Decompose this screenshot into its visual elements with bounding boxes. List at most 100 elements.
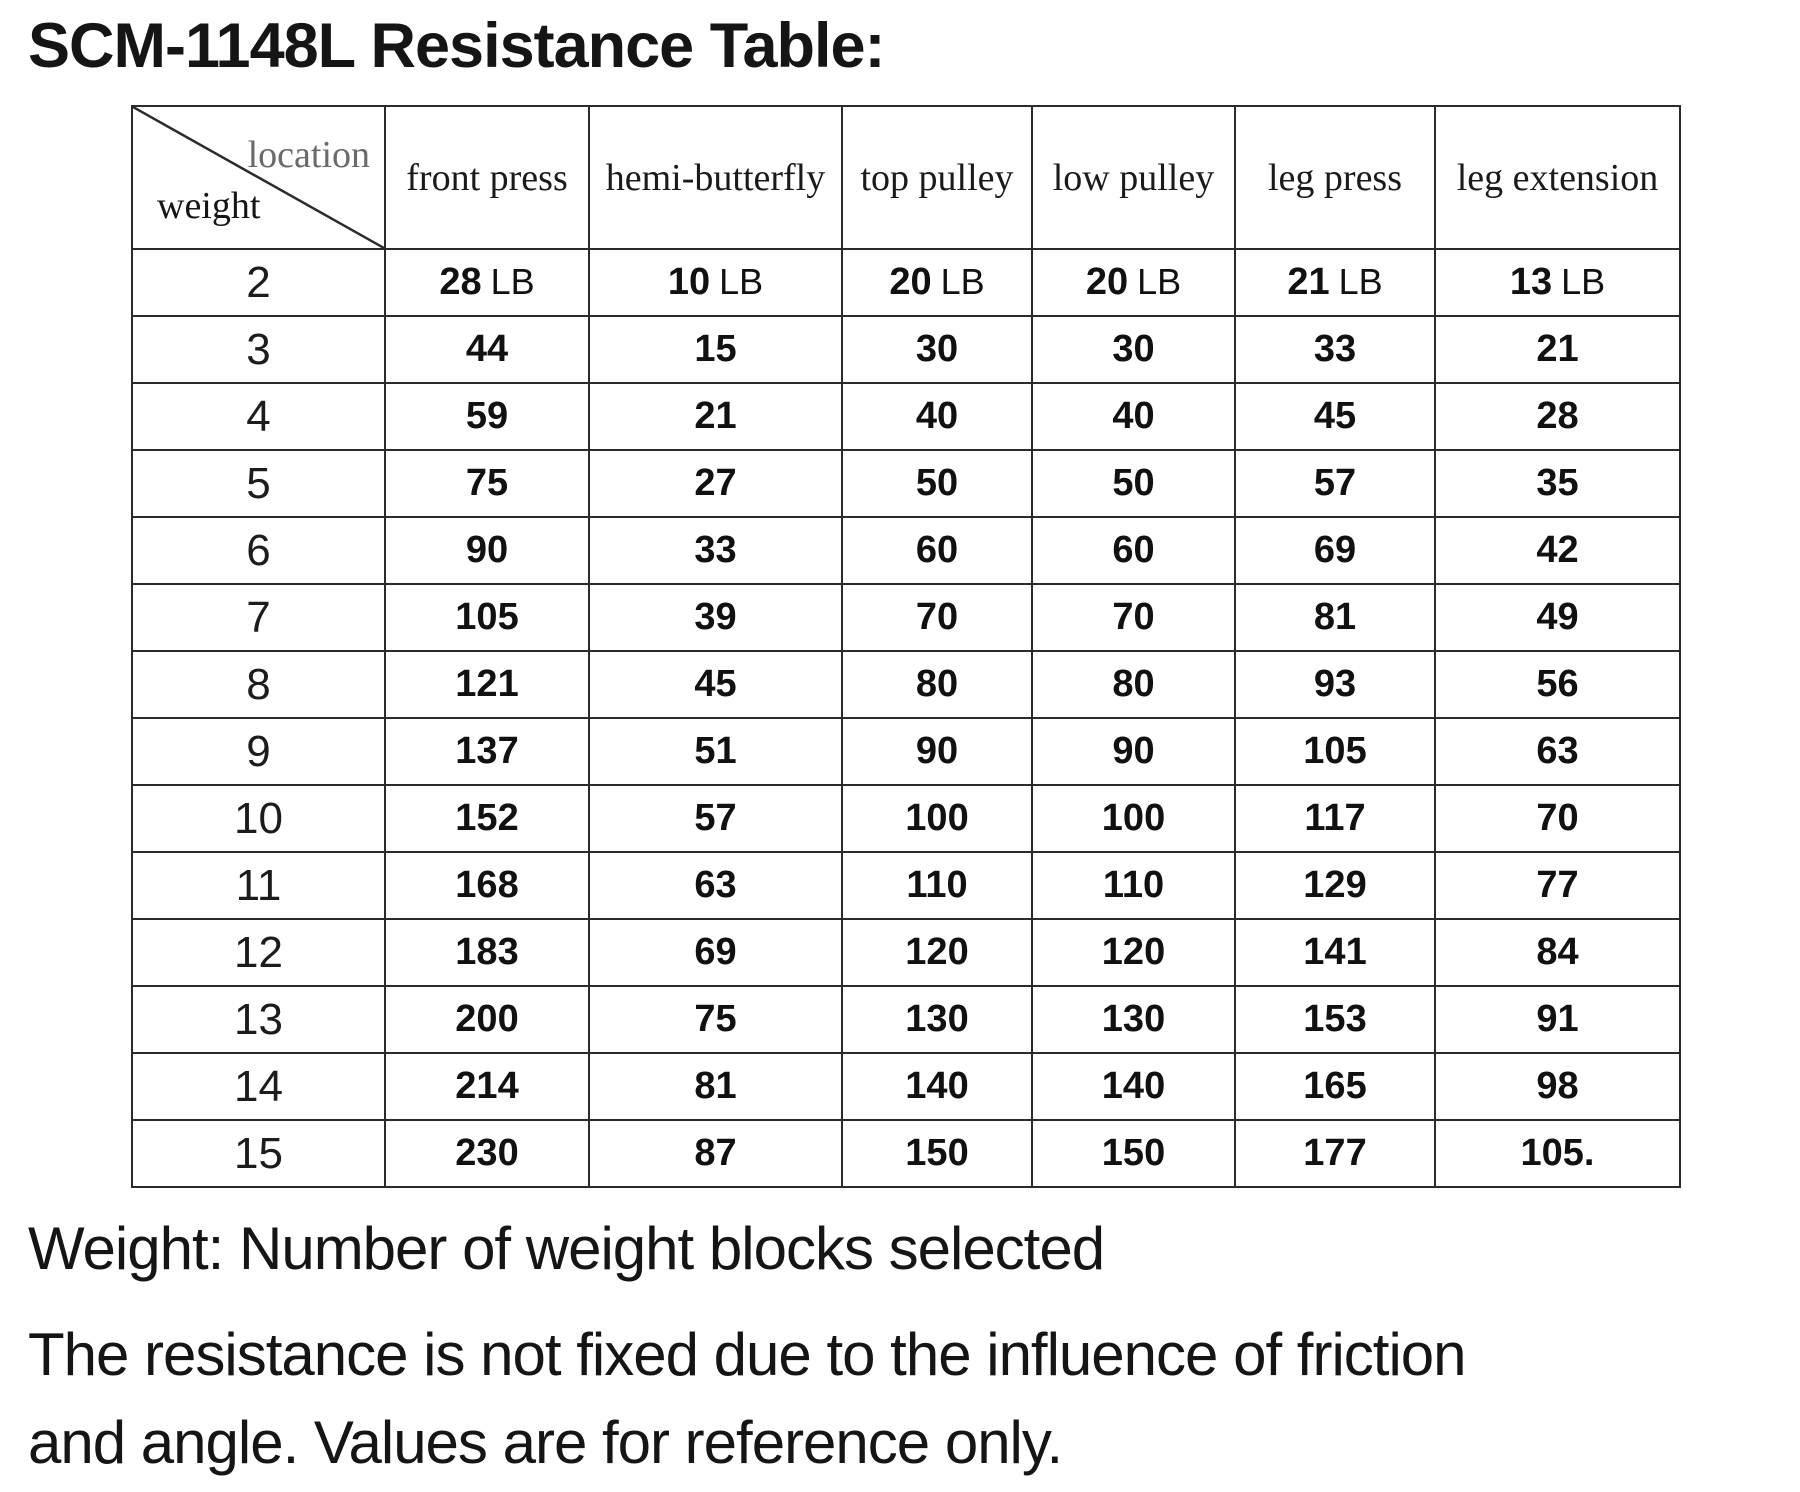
value-cell: 141 [1234, 918, 1436, 987]
table-row: 10 152 57 100 100 117 70 [131, 784, 1681, 853]
value-cell: 51 [588, 717, 843, 786]
value-cell: 140 [841, 1052, 1033, 1121]
table-body: 2 28 LB 10 LB 20 LB 20 LB 21 LB 13 LB 3 44 15 … [131, 248, 1681, 1188]
value-cell: 60 [1031, 516, 1236, 585]
value-cell: 27 [588, 449, 843, 518]
value-cell: 45 [588, 650, 843, 719]
weight-cell: 6 [131, 516, 386, 585]
note-resistance-line-2: and angle. Values are for reference only… [28, 1409, 1063, 1476]
value-cell: 91 [1434, 985, 1681, 1054]
value-cell: 30 [1031, 315, 1236, 384]
value-cell: 57 [588, 784, 843, 853]
value-cell: 69 [588, 918, 843, 987]
value-cell: 110 [1031, 851, 1236, 920]
page-title: SCM-1148L Resistance Table: [28, 11, 886, 81]
value-number: 20 [1085, 261, 1129, 303]
value-cell: 13 LB [1434, 248, 1681, 317]
value-cell: 120 [841, 918, 1033, 987]
value-cell: 177 [1234, 1119, 1436, 1188]
value-cell: 90 [384, 516, 590, 585]
column-header-leg-extension: leg extension [1434, 105, 1681, 250]
value-cell: 214 [384, 1052, 590, 1121]
table-row: 11 168 63 110 110 129 77 [131, 851, 1681, 920]
value-cell: 50 [1031, 449, 1236, 518]
weight-cell: 5 [131, 449, 386, 518]
corner-header-cell: location weight [131, 105, 386, 250]
weight-cell: 14 [131, 1052, 386, 1121]
weight-cell: 12 [131, 918, 386, 987]
weight-cell: 13 [131, 985, 386, 1054]
value-cell: 57 [1234, 449, 1436, 518]
weight-cell: 11 [131, 851, 386, 920]
value-cell: 42 [1434, 516, 1681, 585]
table-row: 12 183 69 120 120 141 84 [131, 918, 1681, 987]
unit-label: LB [1338, 261, 1383, 302]
value-cell: 77 [1434, 851, 1681, 920]
value-cell: 117 [1234, 784, 1436, 853]
value-cell: 90 [841, 717, 1033, 786]
header-row: location weight front press hemi-butterf… [131, 105, 1681, 250]
note-resistance-line-1: The resistance is not fixed due to the i… [28, 1321, 1467, 1388]
value-number: 21 [1287, 261, 1330, 303]
value-cell: 60 [841, 516, 1033, 585]
value-cell: 105. [1434, 1119, 1681, 1188]
value-cell: 140 [1031, 1052, 1236, 1121]
resistance-table: location weight front press hemi-butterf… [131, 105, 1681, 1188]
value-cell: 81 [588, 1052, 843, 1121]
column-header-leg-press: leg press [1234, 105, 1436, 250]
weight-cell: 7 [131, 583, 386, 652]
value-cell: 69 [1234, 516, 1436, 585]
value-cell: 30 [841, 315, 1033, 384]
table-row: 3 44 15 30 30 33 21 [131, 315, 1681, 384]
value-cell: 75 [588, 985, 843, 1054]
weight-cell: 8 [131, 650, 386, 719]
value-cell: 93 [1234, 650, 1436, 719]
value-cell: 33 [1234, 315, 1436, 384]
weight-cell: 2 [131, 248, 386, 317]
corner-label-weight: weight [157, 185, 261, 227]
value-cell: 63 [1434, 717, 1681, 786]
value-cell: 105 [1234, 717, 1436, 786]
unit-label: LB [1561, 261, 1606, 302]
value-cell: 49 [1434, 583, 1681, 652]
value-cell: 120 [1031, 918, 1236, 987]
corner-label-location: location [247, 134, 370, 176]
table-row: 4 59 21 40 40 45 28 [131, 382, 1681, 451]
footnotes: Weight: Number of weight blocks selected… [28, 1205, 1467, 1487]
value-cell: 130 [841, 985, 1033, 1054]
value-cell: 20 LB [841, 248, 1033, 317]
weight-cell: 4 [131, 382, 386, 451]
value-cell: 33 [588, 516, 843, 585]
value-cell: 130 [1031, 985, 1236, 1054]
value-cell: 63 [588, 851, 843, 920]
value-cell: 44 [384, 315, 590, 384]
value-cell: 137 [384, 717, 590, 786]
unit-label: LB [490, 261, 535, 302]
weight-cell: 3 [131, 315, 386, 384]
value-cell: 100 [841, 784, 1033, 853]
value-cell: 98 [1434, 1052, 1681, 1121]
value-cell: 50 [841, 449, 1033, 518]
weight-cell: 10 [131, 784, 386, 853]
value-cell: 21 LB [1234, 248, 1436, 317]
value-cell: 80 [1031, 650, 1236, 719]
table-row: 8 121 45 80 80 93 56 [131, 650, 1681, 719]
value-cell: 152 [384, 784, 590, 853]
value-cell: 15 [588, 315, 843, 384]
value-cell: 21 [1434, 315, 1681, 384]
value-cell: 28 [1434, 382, 1681, 451]
diagonal-divider-line [133, 107, 384, 248]
column-header-low-pulley: low pulley [1031, 105, 1236, 250]
table-row: 15 230 87 150 150 177 105. [131, 1119, 1681, 1188]
value-cell: 10 LB [588, 248, 843, 317]
value-cell: 168 [384, 851, 590, 920]
unit-label: LB [719, 261, 764, 302]
value-cell: 28 LB [384, 248, 590, 317]
value-cell: 87 [588, 1119, 843, 1188]
table-row: 5 75 27 50 50 57 35 [131, 449, 1681, 518]
value-cell: 21 [588, 382, 843, 451]
value-cell: 40 [841, 382, 1033, 451]
value-cell: 153 [1234, 985, 1436, 1054]
table-row: 2 28 LB 10 LB 20 LB 20 LB 21 LB 13 LB [131, 248, 1681, 317]
value-cell: 100 [1031, 784, 1236, 853]
